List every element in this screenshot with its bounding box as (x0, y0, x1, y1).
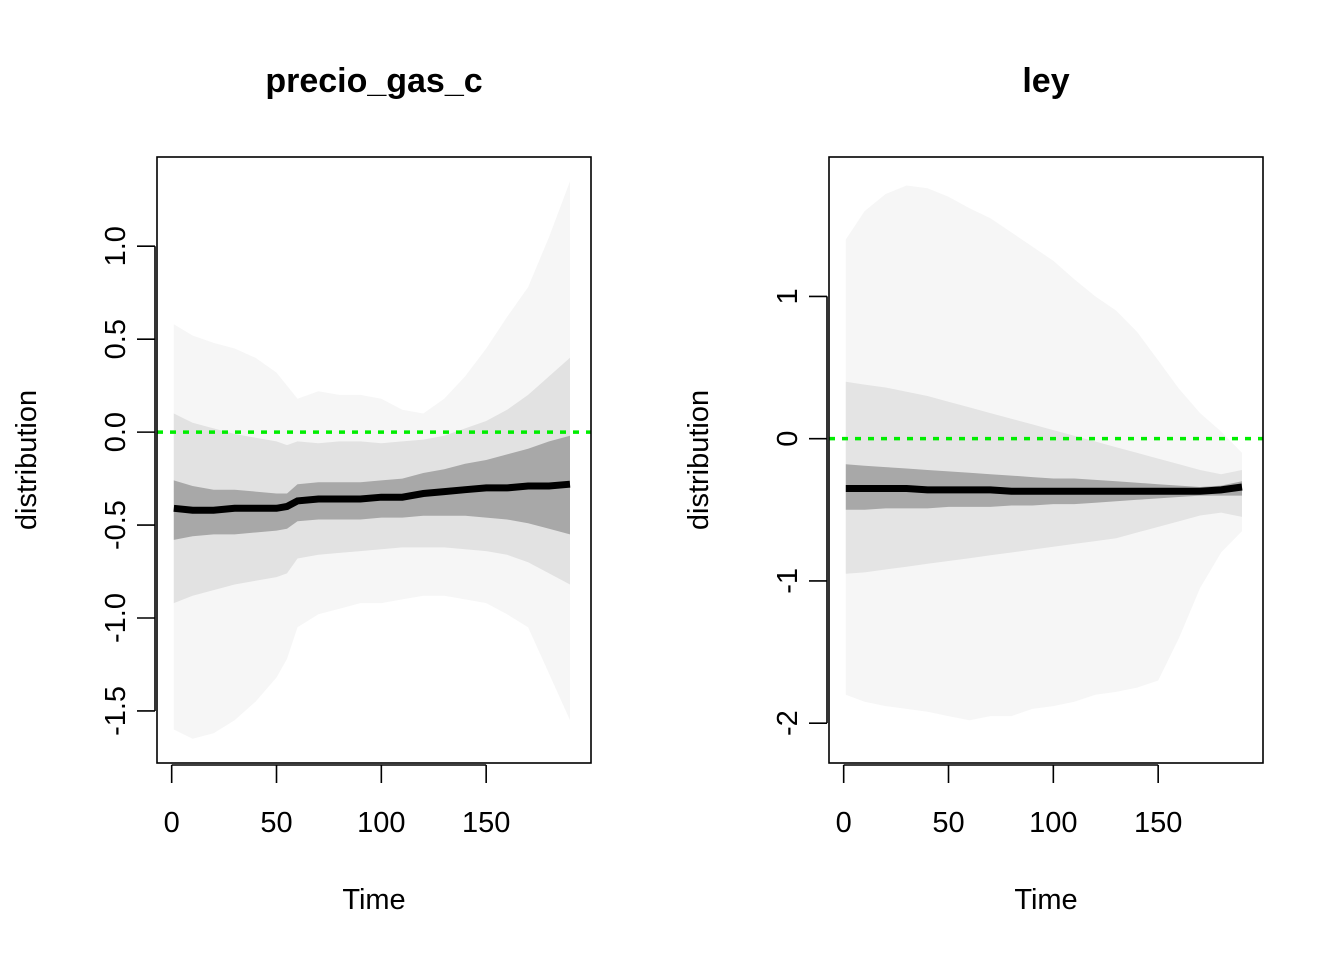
x-axis-label: Time (342, 884, 405, 916)
y-tick-label: 0.5 (100, 319, 132, 359)
plot-frame (828, 156, 1264, 764)
x-tick-label: 150 (1134, 807, 1182, 839)
y-tick-label: 1 (772, 288, 804, 304)
y-tick-label: -1.5 (100, 686, 132, 736)
y-axis: -1.5 -1.0 -0.5 0.0 0.5 1.0 (100, 226, 156, 736)
y-axis-label: distribution (683, 390, 715, 530)
distribution-bands (157, 181, 591, 739)
x-tick-label: 100 (357, 807, 405, 839)
y-tick-label: 1.0 (100, 226, 132, 266)
inner-band (845, 464, 1242, 510)
chart-title: ley (1022, 62, 1069, 100)
x-tick-label: 0 (164, 807, 180, 839)
y-tick-label: 0 (772, 431, 804, 447)
x-tick-label: 100 (1029, 807, 1077, 839)
x-axis-label: Time (1014, 884, 1077, 916)
y-tick-label: -1 (772, 568, 804, 594)
panel-ley: ley 0 50 100 150 -2 -1 0 1 Time distribution (683, 62, 1264, 916)
distribution-bands (829, 185, 1263, 721)
x-tick-label: 50 (932, 807, 964, 839)
y-axis-label: distribution (11, 390, 43, 530)
median-line (845, 483, 1243, 495)
median-line (173, 480, 571, 514)
chart-title: precio_gas_c (265, 62, 482, 100)
plot-frame (156, 156, 592, 764)
mid-band (845, 381, 1242, 574)
y-tick-label: -2 (772, 710, 804, 736)
y-axis: -2 -1 0 1 (772, 288, 828, 736)
x-axis: 0 50 100 150 (836, 764, 1182, 839)
mid-band (173, 357, 571, 604)
y-tick-label: -1.0 (100, 593, 132, 643)
x-tick-label: 150 (462, 807, 510, 839)
y-tick-label: 0.0 (100, 412, 132, 452)
panel-precio-gas-c: precio_gas_c 0 50 100 150 -1.5 -1.0 -0.5 0.0 0.… (11, 62, 592, 916)
y-tick-label: -0.5 (100, 500, 132, 550)
x-tick-label: 50 (260, 807, 292, 839)
x-axis: 0 50 100 150 (164, 764, 510, 839)
x-tick-label: 0 (836, 807, 852, 839)
inner-band (173, 435, 571, 540)
